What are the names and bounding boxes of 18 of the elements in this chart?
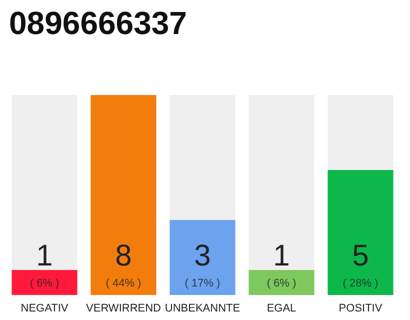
x-tick-label: EGAL: [266, 302, 296, 314]
chart-title: 0896666337: [9, 5, 187, 41]
data-label: 5: [352, 240, 369, 272]
data-label: 1: [273, 240, 290, 272]
bar: [248, 270, 314, 295]
x-tick-label: VERWIRREND: [86, 302, 162, 314]
annotation: ( 28% ): [342, 278, 378, 290]
annotation: ( 6% ): [30, 278, 60, 290]
annotation: ( 44% ): [106, 278, 142, 290]
x-tick-label: NEGATIV: [20, 302, 69, 314]
annotation: ( 17% ): [184, 278, 220, 290]
x-tick-label: POSITIV: [338, 302, 383, 314]
data-label: 3: [194, 240, 211, 272]
bar: [12, 270, 78, 295]
data-label: 8: [115, 240, 132, 272]
x-tick-label: UNBEKANNTE: [164, 302, 240, 314]
data-label: 1: [36, 240, 53, 272]
annotation: ( 6% ): [266, 278, 296, 290]
